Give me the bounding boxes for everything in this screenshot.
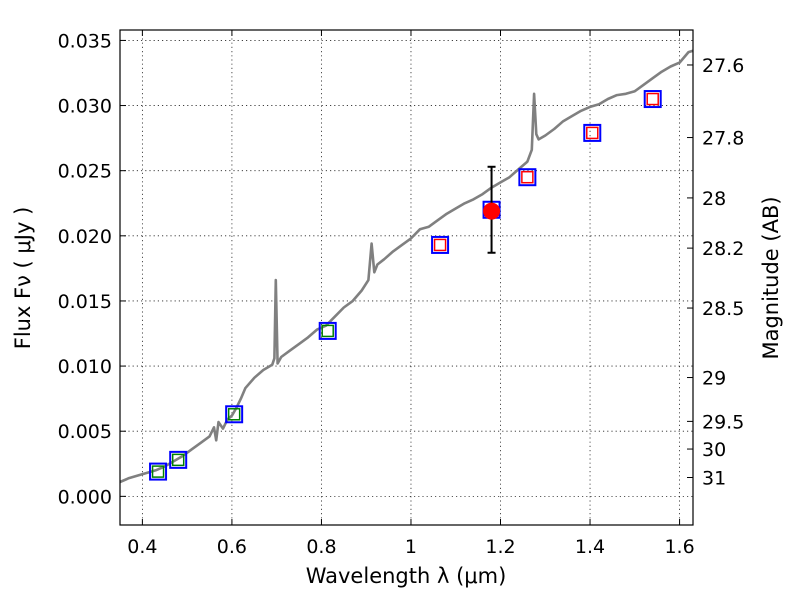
x-tick-label: 0.4: [127, 536, 157, 558]
spectrum-layer: [119, 49, 694, 484]
y-tick-label: 0.005: [58, 421, 112, 443]
nir-photometry-marker: [521, 170, 534, 184]
right-tick-label: 28.2: [702, 238, 744, 260]
y-tick-label: 0.000: [58, 486, 112, 508]
x-tick-label: 1: [405, 536, 417, 558]
x-axis-label: Wavelength λ (μm): [306, 564, 507, 588]
model-photometry-marker: [431, 235, 450, 254]
axis-ticks: 0.4 0.6 0.8 1 1.2 1.4 1.6 0.000 0.005 0.010 0.015 0…: [58, 30, 744, 558]
optical-photometry-marker: [321, 324, 334, 338]
y-tick-label: 0.020: [58, 226, 112, 248]
grid-lines: [120, 30, 693, 525]
marker-layer: [149, 90, 662, 481]
model-photometry-marker: [643, 90, 662, 109]
right-tick-label: 31: [702, 468, 726, 490]
right-tick-label: 30: [702, 439, 726, 461]
nir-photometry-marker: [433, 238, 447, 252]
optical-photometry-marker: [151, 465, 165, 478]
y-axis-label: Flux Fν ( μJy ): [11, 207, 35, 350]
measured-flux-point: [483, 202, 501, 220]
model-photometry-marker: [518, 168, 537, 187]
right-tick-label: 28: [702, 188, 726, 210]
x-tick-label: 1.4: [575, 536, 605, 558]
right-tick-label: 27.8: [702, 128, 744, 150]
optical-photometry-marker: [227, 408, 241, 421]
x-tick-label: 0.8: [306, 536, 336, 558]
model-photometry-marker: [225, 405, 244, 424]
y-tick-label: 0.030: [58, 96, 112, 118]
plot-frame: [119, 29, 694, 526]
nir-photometry-marker: [646, 92, 659, 106]
model-photometry-marker: [169, 450, 188, 469]
x-tick-label: 1.6: [664, 536, 694, 558]
y-tick-label: 0.015: [58, 291, 112, 313]
model-photometry-marker: [583, 123, 602, 142]
right-tick-label: 29: [702, 368, 726, 390]
spectrum-line: [119, 49, 694, 484]
x-tick-label: 0.6: [217, 536, 247, 558]
y-tick-label: 0.025: [58, 161, 112, 183]
optical-photometry-marker: [171, 453, 185, 467]
nir-photometry-marker: [586, 126, 599, 140]
model-photometry-marker: [318, 321, 337, 340]
y-tick-label: 0.035: [58, 30, 112, 52]
model-photometry-marker: [149, 462, 168, 481]
right-tick-label: 28.5: [702, 298, 744, 320]
right-tick-label: 27.6: [702, 55, 744, 77]
x-tick-label: 1.2: [485, 536, 515, 558]
right-tick-label: 29.5: [702, 411, 744, 433]
y-axis-label-right: Magnitude (AB): [759, 196, 783, 359]
y-tick-label: 0.010: [58, 356, 112, 378]
